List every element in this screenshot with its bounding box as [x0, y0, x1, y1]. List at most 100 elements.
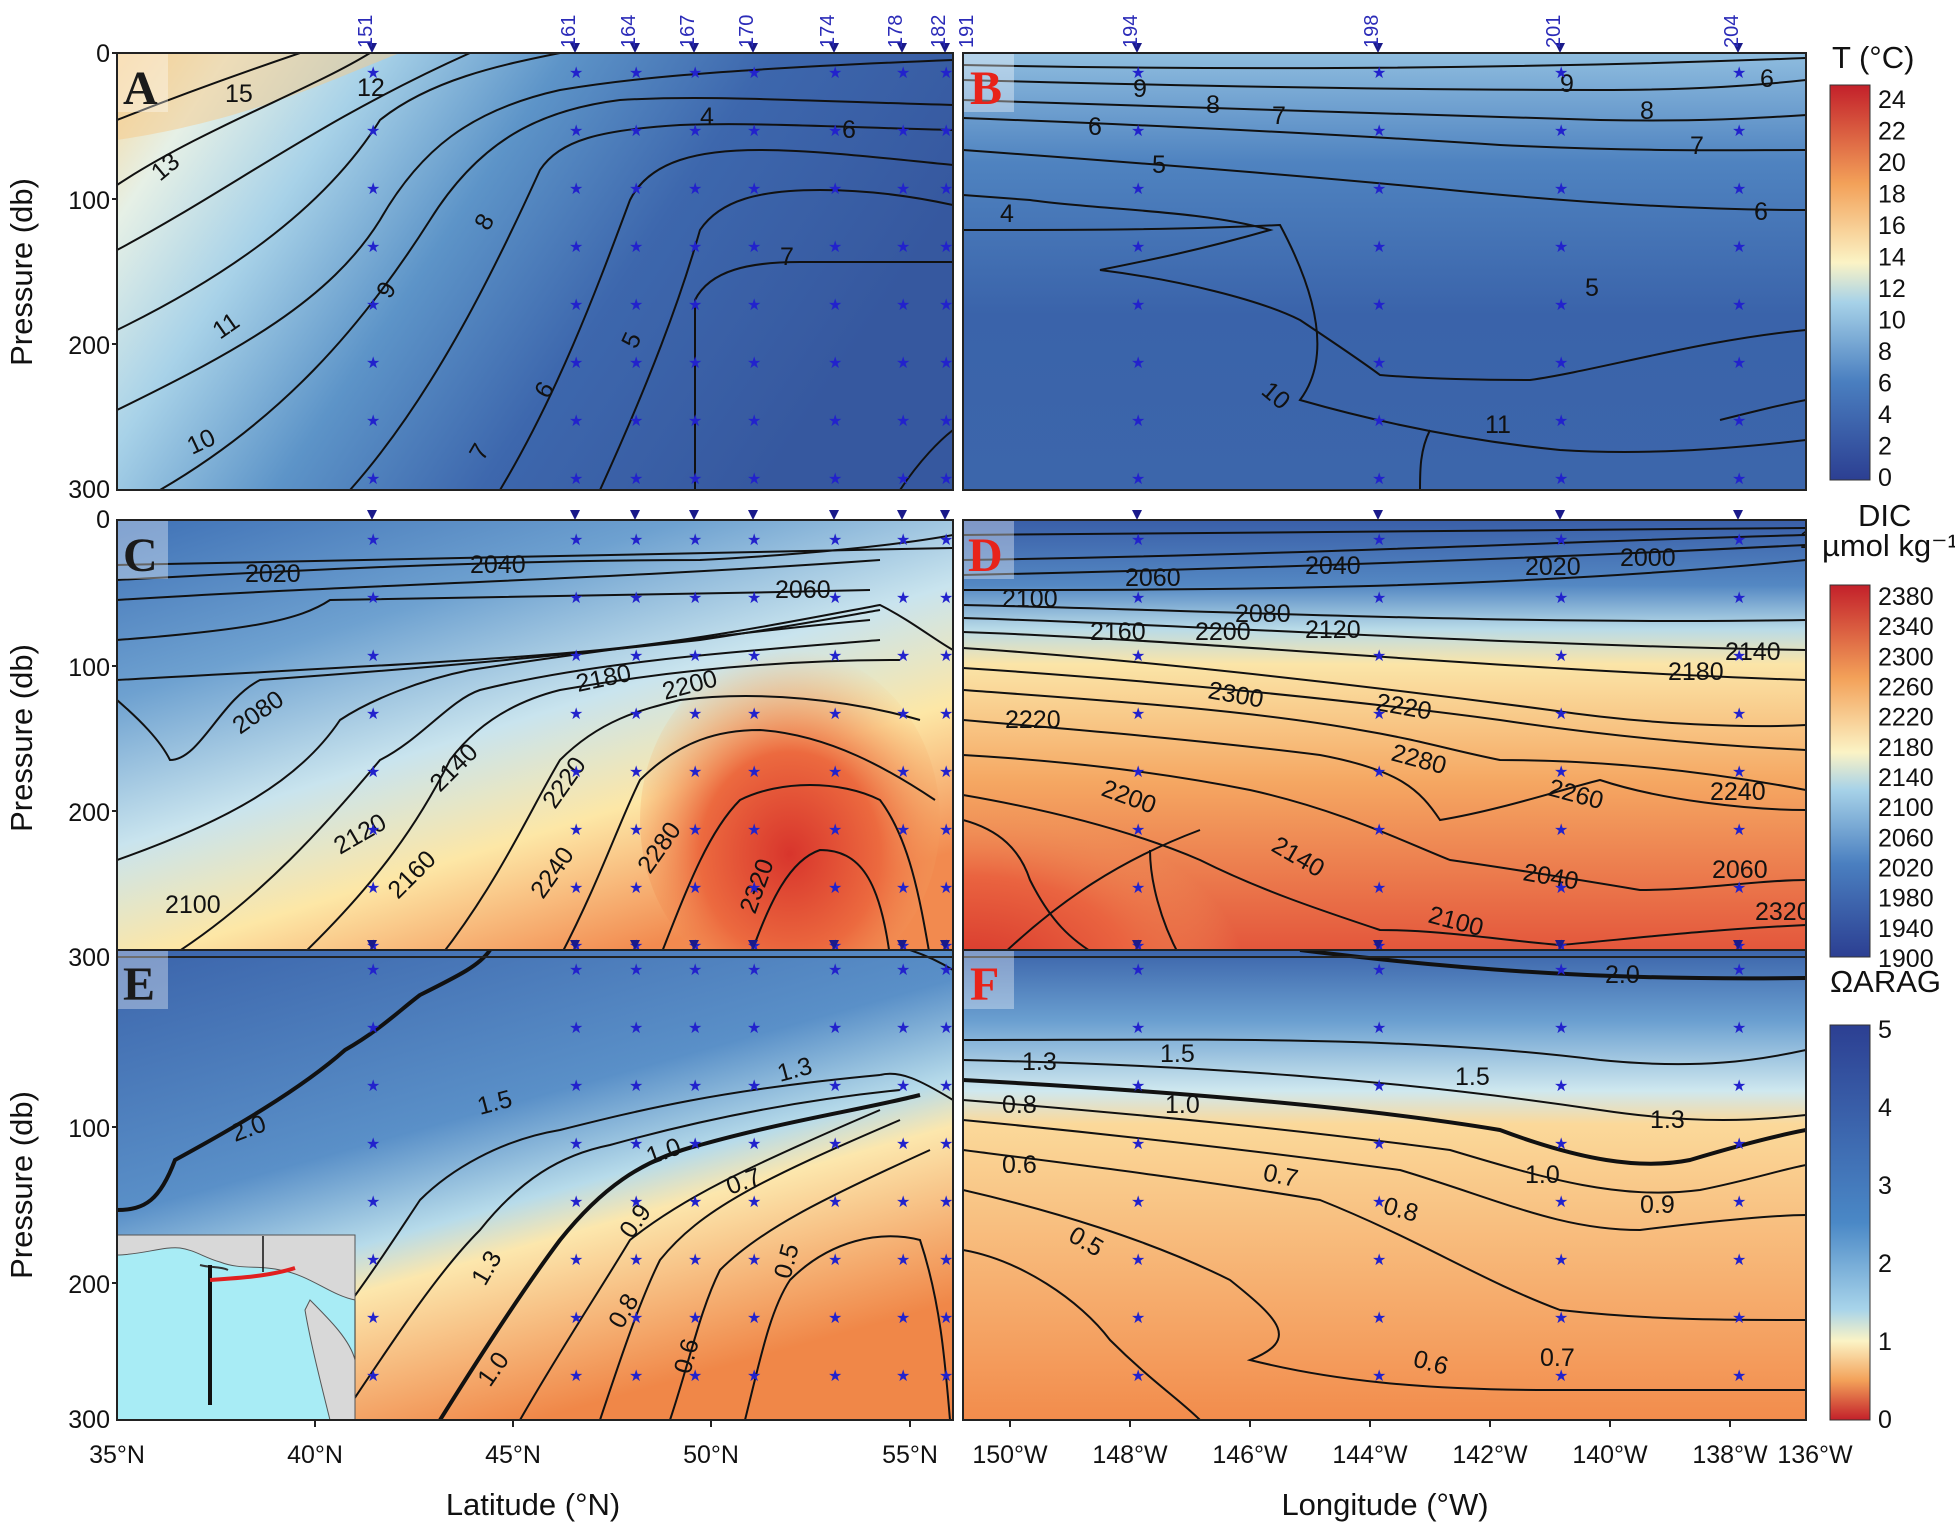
station-star: ★ — [896, 179, 910, 198]
station-star: ★ — [629, 646, 643, 665]
station-star: ★ — [366, 588, 380, 607]
station-star: ★ — [939, 530, 953, 549]
station-star: ★ — [939, 960, 953, 979]
contour-label: 11 — [1485, 411, 1511, 439]
station-star: ★ — [1732, 762, 1746, 781]
station-star: ★ — [896, 820, 910, 839]
station-star: ★ — [1732, 237, 1746, 256]
x-ticks-left: 35°N 40°N 45°N 50°N 55°N — [89, 1441, 938, 1469]
station-star: ★ — [366, 295, 380, 314]
station-star: ★ — [629, 469, 643, 488]
station-star: ★ — [896, 588, 910, 607]
x-tick: 136°W — [1777, 1441, 1853, 1469]
colorbar-title: T (°C) — [1832, 40, 1914, 75]
station-star: ★ — [896, 469, 910, 488]
station-star: ★ — [828, 237, 842, 256]
station-star: ★ — [366, 530, 380, 549]
station-star: ★ — [1131, 1134, 1145, 1153]
station-star: ★ — [939, 295, 953, 314]
colorbar-dic: DIC µmol kg⁻¹ 23802340230022602220218021… — [1822, 498, 1955, 973]
contour-label: 0.6 — [1002, 1151, 1037, 1179]
station-star: ★ — [828, 1366, 842, 1385]
colorbar-omega: ΩARAG 5 4 3 2 1 0 — [1829, 964, 1941, 1434]
contour-label: 5 — [1585, 274, 1599, 302]
station-tick — [1555, 510, 1565, 520]
station-number: 161 — [558, 15, 580, 48]
colorbar-tick: 2300 — [1878, 643, 1934, 671]
contour-label: 2000 — [1620, 544, 1676, 572]
station-tick — [689, 43, 699, 53]
station-tick — [1132, 43, 1142, 53]
station-star: ★ — [688, 1134, 702, 1153]
contour-label: 7 — [1690, 132, 1704, 160]
station-star: ★ — [896, 878, 910, 897]
colorbar-tick: 14 — [1878, 244, 1906, 272]
station-star: ★ — [1732, 295, 1746, 314]
station-tick — [829, 43, 839, 53]
station-star: ★ — [629, 878, 643, 897]
station-star: ★ — [939, 1366, 953, 1385]
station-star: ★ — [1732, 1308, 1746, 1327]
station-star: ★ — [1554, 353, 1568, 372]
station-star: ★ — [688, 179, 702, 198]
colorbar-tick: 2 — [1878, 433, 1892, 461]
station-star: ★ — [1372, 1134, 1386, 1153]
station-tick — [570, 510, 580, 520]
colorbar-tick: 1940 — [1878, 915, 1934, 943]
panel-c: 2020 2040 2060 2080 2100 2120 2140 2160 … — [117, 520, 953, 957]
station-star: ★ — [828, 295, 842, 314]
station-star: ★ — [1131, 63, 1145, 82]
station-star: ★ — [688, 469, 702, 488]
station-star: ★ — [939, 353, 953, 372]
station-star: ★ — [1131, 1308, 1145, 1327]
contour-label: 2180 — [1668, 658, 1724, 686]
station-tick — [1373, 43, 1383, 53]
station-star: ★ — [629, 530, 643, 549]
contour-label: 1.3 — [1650, 1106, 1685, 1134]
station-star: ★ — [1131, 237, 1145, 256]
contour-label: 0.9 — [1640, 1191, 1675, 1219]
colorbar-tick: 4 — [1878, 1094, 1892, 1122]
contour-label: 2120 — [1305, 616, 1361, 644]
panel-letter-d: D — [968, 529, 1003, 582]
station-star: ★ — [828, 1018, 842, 1037]
station-star: ★ — [629, 179, 643, 198]
station-star: ★ — [1372, 530, 1386, 549]
contour-label: 2040 — [1305, 552, 1361, 580]
station-tick — [1373, 940, 1383, 950]
station-star: ★ — [688, 295, 702, 314]
y-tick: 300 — [68, 944, 110, 972]
station-star: ★ — [1131, 295, 1145, 314]
station-star: ★ — [1554, 1366, 1568, 1385]
station-star: ★ — [1131, 121, 1145, 140]
station-star: ★ — [688, 121, 702, 140]
x-tick: 148°W — [1092, 1441, 1168, 1469]
panel-letter-f: F — [970, 958, 999, 1011]
contour-label: 2060 — [1712, 856, 1768, 884]
contour-label: 9 — [1133, 75, 1147, 103]
station-star: ★ — [896, 646, 910, 665]
contour-label: 4 — [1000, 200, 1014, 228]
station-star: ★ — [828, 878, 842, 897]
station-star: ★ — [569, 353, 583, 372]
station-number: 182 — [928, 15, 950, 48]
contour-label: 1.0 — [1525, 1161, 1560, 1189]
station-star: ★ — [1372, 1192, 1386, 1211]
station-star: ★ — [569, 411, 583, 430]
colorbar-title: DIC — [1858, 498, 1911, 533]
station-star: ★ — [569, 588, 583, 607]
station-star: ★ — [1372, 878, 1386, 897]
station-tick — [689, 940, 699, 950]
station-star: ★ — [569, 237, 583, 256]
station-star: ★ — [569, 960, 583, 979]
x-tick-marks — [314, 1420, 1731, 1427]
station-star: ★ — [1554, 63, 1568, 82]
station-star: ★ — [1732, 878, 1746, 897]
x-tick: 35°N — [89, 1441, 145, 1469]
station-star: ★ — [1554, 588, 1568, 607]
station-star: ★ — [747, 237, 761, 256]
station-star: ★ — [828, 63, 842, 82]
station-star: ★ — [939, 1250, 953, 1269]
station-star: ★ — [629, 295, 643, 314]
panel-letter-e: E — [123, 958, 155, 1011]
